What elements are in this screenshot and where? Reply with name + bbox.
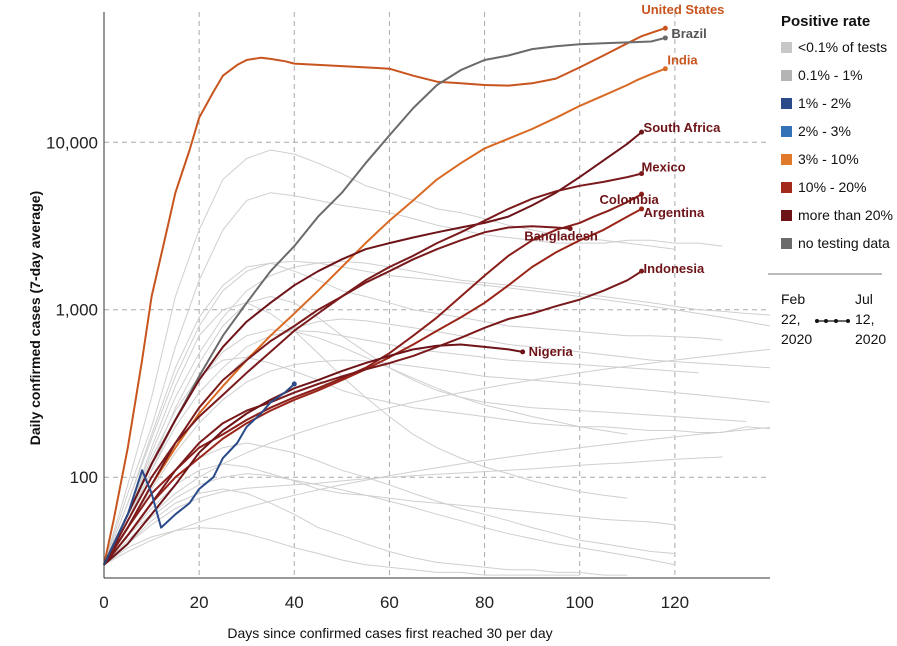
- background-series-line: [103, 348, 771, 566]
- x-axis-label: Days since confirmed cases first reached…: [227, 625, 552, 641]
- background-series-line: [103, 295, 747, 565]
- series-label: Argentina: [644, 205, 705, 220]
- background-series-line: [103, 527, 580, 576]
- date-start-day: 22,: [781, 311, 800, 327]
- y-tick-label: 1,000: [55, 301, 98, 320]
- background-series-line: [103, 262, 723, 565]
- legend-label: 3% - 10%: [798, 151, 859, 167]
- series-line: [103, 270, 643, 566]
- background-series-line: [103, 260, 771, 565]
- y-tick-labels: 100 1,000 10,000: [46, 133, 98, 487]
- legend-swatch: [781, 154, 792, 165]
- legend: Positive rate <0.1% of tests 0.1% - 1% 1% …: [768, 13, 893, 347]
- date-range-dot: [815, 319, 819, 323]
- series-line: [103, 343, 523, 566]
- background-series-line: [103, 149, 675, 565]
- series-end-marker: [662, 35, 668, 41]
- series-label: Bangladesh: [524, 229, 598, 244]
- series-line: [103, 67, 666, 566]
- series-end-marker: [639, 191, 645, 197]
- background-series-line: [103, 488, 628, 576]
- series-end-marker: [639, 206, 645, 212]
- series-line: [103, 172, 642, 566]
- y-tick-label: 10,000: [46, 133, 98, 152]
- series-label: Brazil: [671, 26, 706, 41]
- x-tick-label: 80: [475, 593, 494, 612]
- background-series-line: [103, 456, 723, 566]
- date-end-day: 12,: [855, 311, 874, 327]
- series-line: [103, 193, 643, 566]
- background-series-line: [103, 192, 723, 565]
- legend-swatch: [781, 98, 792, 109]
- date-start-year: 2020: [781, 331, 812, 347]
- series-label: South Africa: [644, 120, 722, 135]
- series-label: United States: [641, 2, 724, 17]
- series-line: [103, 27, 666, 565]
- series-label: Nigeria: [529, 344, 574, 359]
- legend-label: <0.1% of tests: [798, 39, 887, 55]
- background-series-line: [103, 330, 699, 565]
- legend-swatch: [781, 42, 792, 53]
- background-series-line: [103, 427, 771, 566]
- legend-label: 10% - 20%: [798, 179, 866, 195]
- series-label: Indonesia: [644, 261, 705, 276]
- series-end-marker: [291, 381, 297, 387]
- x-tick-label: 60: [380, 593, 399, 612]
- series-end-marker: [567, 226, 573, 232]
- date-range-dot: [834, 319, 838, 323]
- series-label: Colombia: [600, 192, 660, 207]
- x-tick-label: 0: [99, 593, 108, 612]
- legend-swatch: [781, 182, 792, 193]
- date-range-dot: [846, 319, 850, 323]
- y-axis-label: Daily confirmed cases (7-day average): [27, 191, 43, 445]
- series-end-marker: [662, 66, 668, 72]
- legend-title: Positive rate: [781, 13, 870, 30]
- legend-label: 2% - 3%: [798, 123, 851, 139]
- series-line: [103, 36, 666, 566]
- series-end-marker: [520, 349, 526, 355]
- date-end-year: 2020: [855, 331, 886, 347]
- x-tick-label: 120: [661, 593, 689, 612]
- grid-lines: [104, 12, 770, 578]
- axes: [103, 12, 770, 579]
- date-range: Feb 22, 2020 Jul 12, 2020: [781, 291, 886, 347]
- date-start-month: Feb: [781, 291, 805, 307]
- background-series-line: [103, 463, 675, 566]
- series-labels-group: United States Brazil India South Africa Mexi…: [524, 2, 724, 359]
- series-end-marker: [639, 268, 645, 274]
- highlighted-series-group: [103, 25, 668, 566]
- series-end-marker: [639, 129, 645, 135]
- legend-swatch: [781, 70, 792, 81]
- legend-label: 0.1% - 1%: [798, 67, 863, 83]
- series-end-marker: [662, 25, 668, 31]
- legend-label: more than 20%: [798, 207, 893, 223]
- legend-swatch: [781, 126, 792, 137]
- series-line: [103, 383, 295, 566]
- x-tick-labels: 0 20 40 60 80 100 120: [99, 593, 689, 612]
- background-series-line: [103, 359, 771, 565]
- legend-swatch: [781, 210, 792, 221]
- date-range-dot: [824, 319, 828, 323]
- background-series-line: [103, 260, 771, 565]
- x-tick-label: 100: [566, 593, 594, 612]
- series-label: India: [667, 53, 698, 68]
- background-series-line: [103, 356, 771, 565]
- y-tick-label: 100: [70, 468, 98, 487]
- legend-label: no testing data: [798, 235, 890, 251]
- legend-label: 1% - 2%: [798, 95, 851, 111]
- series-label: Mexico: [642, 160, 686, 175]
- date-end-month: Jul: [855, 291, 873, 307]
- background-series-line: [103, 473, 675, 566]
- background-series-group: [103, 149, 771, 576]
- x-tick-label: 20: [190, 593, 209, 612]
- legend-swatch: [781, 238, 792, 249]
- background-series-line: [103, 302, 628, 565]
- series-line: [103, 225, 571, 566]
- series-end-marker: [639, 171, 645, 177]
- series-line: [103, 208, 643, 566]
- legend-entries: <0.1% of tests 0.1% - 1% 1% - 2% 2% - 3% 3% …: [781, 39, 893, 251]
- x-tick-label: 40: [285, 593, 304, 612]
